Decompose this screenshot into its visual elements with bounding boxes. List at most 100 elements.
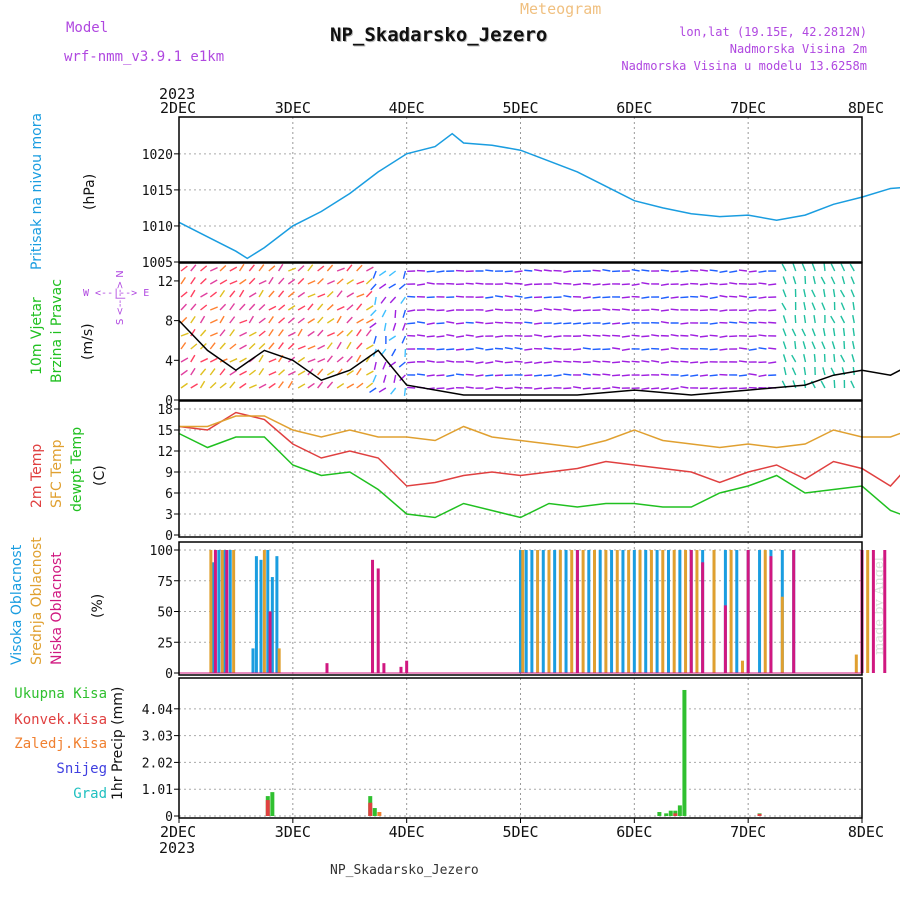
wind-arrow	[794, 314, 797, 324]
cloud-bar	[866, 550, 870, 673]
cloud-bar	[553, 550, 557, 673]
wind-arrow	[485, 269, 494, 272]
wind-arrow	[758, 296, 767, 299]
cloud-bar	[854, 654, 858, 673]
wind-arrow	[849, 263, 855, 272]
wind-arrow	[680, 270, 689, 273]
wind-arrow	[180, 342, 187, 350]
wind-arrow	[297, 317, 305, 324]
wind-arrow	[582, 373, 591, 376]
wind-arrow	[297, 277, 305, 285]
wind-arrow	[709, 387, 718, 390]
wind-arrow	[811, 341, 816, 350]
wind-arrow	[782, 328, 787, 337]
wind-arrow	[209, 357, 218, 363]
year-bottom: 2023	[159, 839, 196, 857]
wind-arrow	[582, 334, 591, 337]
cloud-bar	[536, 550, 540, 673]
wind-arrow	[317, 303, 324, 311]
wind-arrow	[782, 354, 787, 363]
wind-arrow	[209, 318, 218, 324]
wind-arrow	[219, 329, 226, 337]
wind-arrow	[229, 266, 238, 272]
wind-arrow	[719, 309, 728, 312]
wind-arrow	[621, 335, 630, 338]
cloud-bar	[254, 556, 258, 673]
wind-arrow	[239, 357, 247, 363]
wind-arrow	[372, 270, 377, 279]
wind-arrow	[660, 361, 669, 364]
wind-arrow	[602, 387, 611, 390]
wind-arrow	[719, 270, 728, 273]
wind-arrow	[738, 321, 748, 324]
wind-arrow	[346, 369, 354, 376]
wind-arrow	[582, 296, 591, 299]
wind-arrow	[768, 309, 777, 312]
wind-arrow	[307, 264, 314, 272]
wind-arrow	[287, 342, 295, 350]
wind-arrow	[690, 269, 699, 272]
wind-arrow	[229, 381, 236, 389]
wind-arrow	[494, 335, 504, 338]
wind-arrow	[297, 383, 306, 389]
wind-arrow	[553, 281, 562, 285]
wind-arrow	[801, 328, 807, 337]
wind-arrow	[651, 334, 660, 337]
station-title: NP_Skadarsko_Jezero	[330, 24, 548, 46]
wind-arrow	[781, 302, 787, 311]
wind-arrow	[268, 328, 274, 337]
wind-arrow	[258, 343, 266, 350]
meteogram-title: Meteogram	[520, 0, 602, 18]
wind-arrow	[336, 330, 344, 337]
wind-arrow	[248, 369, 257, 376]
wind-arrow	[651, 387, 660, 390]
wind-arrow	[602, 334, 611, 337]
wind-arrow	[748, 373, 757, 376]
wind-arrow	[297, 305, 306, 311]
wind-arrow	[842, 327, 846, 337]
wind-arrow	[326, 264, 334, 272]
wind-arrow	[209, 381, 217, 389]
wind-arrow	[791, 367, 797, 376]
wind-arrow	[768, 347, 777, 350]
wind-arrow	[258, 330, 266, 337]
wind-arrow	[455, 295, 465, 298]
wind-arrow	[748, 348, 757, 351]
wind-arrow	[327, 332, 335, 337]
wind-arrow	[592, 360, 601, 363]
x-tick-label-top: 4DEC	[389, 99, 425, 117]
y-tick-label: 75	[157, 575, 173, 590]
wind-arrow	[248, 292, 257, 298]
legend-conv: Konvek.Kisa	[14, 712, 107, 728]
wind-arrow	[393, 374, 397, 383]
wind-arrow	[190, 277, 196, 285]
wind-arrow	[602, 360, 611, 363]
wind-arrow	[768, 283, 777, 286]
wind-arrow	[504, 270, 513, 273]
wind-arrow	[268, 276, 274, 285]
cloud-bar	[769, 556, 773, 673]
wind-arrow	[830, 367, 836, 376]
wind-arrow	[229, 316, 236, 324]
wind-arrow	[485, 348, 494, 351]
wind-arrow	[287, 305, 296, 311]
wind-arrow	[641, 335, 650, 338]
wind-arrow	[190, 354, 196, 363]
wind-arrow	[563, 373, 572, 376]
x-tick-label-top: 7DEC	[730, 99, 766, 117]
wind-arrow	[356, 280, 365, 285]
wind-arrow	[475, 335, 484, 338]
wind-arrow	[748, 309, 757, 312]
wind-arrow	[660, 373, 669, 376]
wind-arrow	[402, 309, 407, 318]
wind-arrow	[407, 322, 416, 325]
wind-arrow	[612, 347, 621, 350]
wind-arrow	[485, 296, 494, 299]
wind-arrow	[365, 277, 373, 285]
cloud-bar	[277, 648, 281, 673]
wind-arrow	[378, 387, 387, 393]
wind-arrow	[465, 334, 474, 337]
wind-arrow	[699, 269, 708, 272]
wind-arrow	[455, 322, 465, 325]
wind-arrow	[180, 276, 186, 285]
